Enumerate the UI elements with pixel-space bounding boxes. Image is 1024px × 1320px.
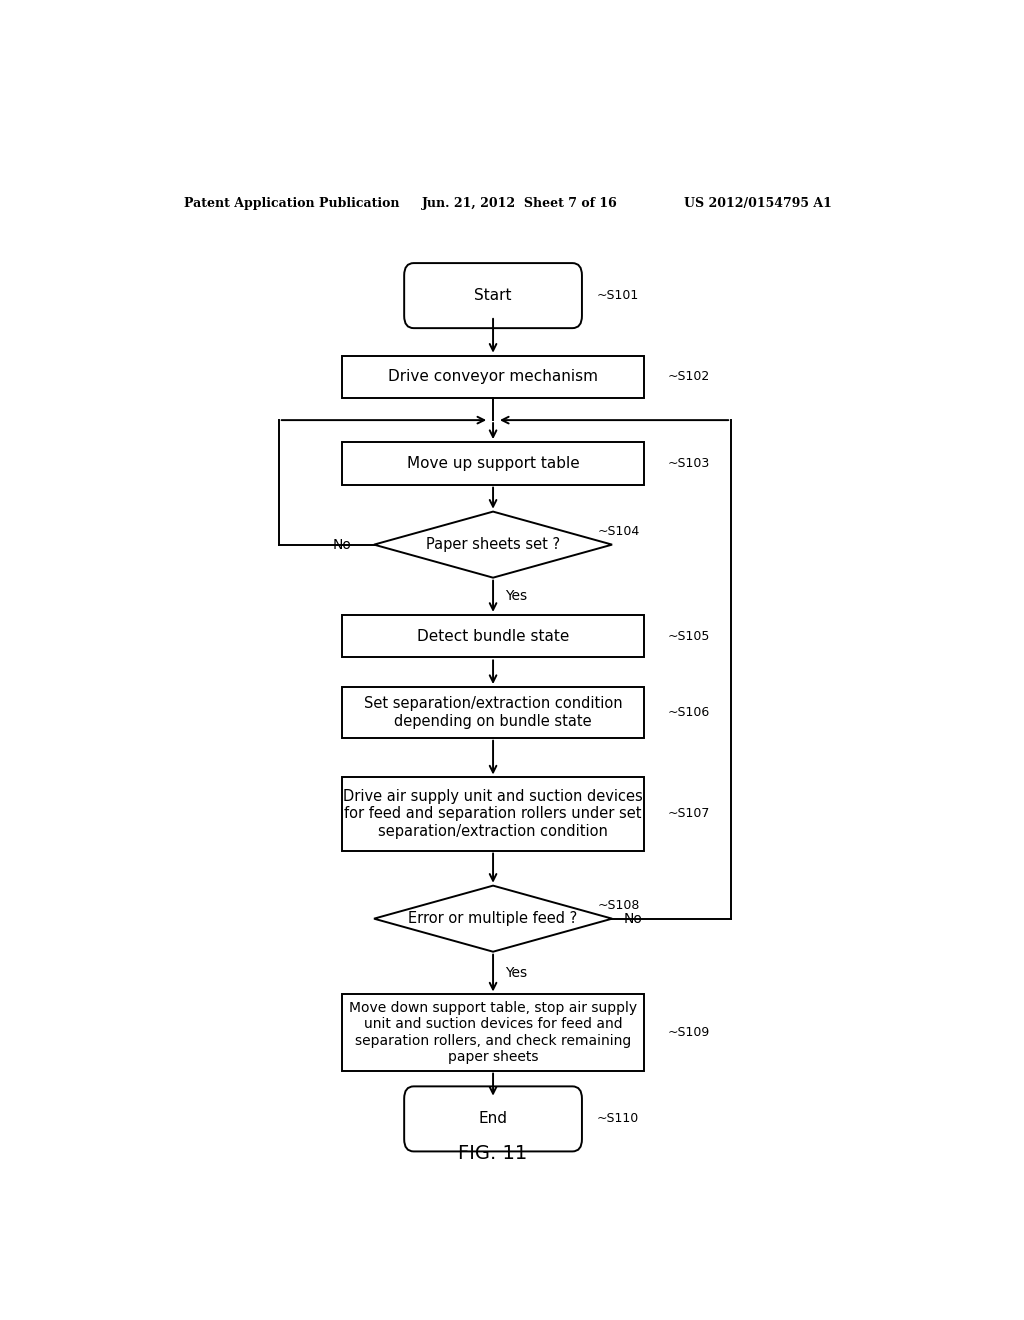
Text: ~S103: ~S103 bbox=[668, 457, 710, 470]
Text: Start: Start bbox=[474, 288, 512, 304]
Text: FIG. 11: FIG. 11 bbox=[459, 1143, 527, 1163]
Text: ~S108: ~S108 bbox=[598, 899, 640, 912]
Text: ~S102: ~S102 bbox=[668, 371, 710, 383]
Text: US 2012/0154795 A1: US 2012/0154795 A1 bbox=[684, 197, 831, 210]
Text: Patent Application Publication: Patent Application Publication bbox=[183, 197, 399, 210]
Text: Yes: Yes bbox=[505, 589, 527, 603]
FancyBboxPatch shape bbox=[404, 263, 582, 329]
Bar bbox=[342, 994, 644, 1071]
Text: Paper sheets set ?: Paper sheets set ? bbox=[426, 537, 560, 552]
Text: End: End bbox=[478, 1111, 508, 1126]
Polygon shape bbox=[374, 512, 612, 578]
Bar bbox=[342, 777, 644, 850]
Text: No: No bbox=[624, 912, 643, 925]
Text: ~S109: ~S109 bbox=[668, 1026, 710, 1039]
Text: ~S107: ~S107 bbox=[668, 808, 710, 821]
Text: Error or multiple feed ?: Error or multiple feed ? bbox=[409, 911, 578, 927]
Text: ~S101: ~S101 bbox=[596, 289, 639, 302]
Polygon shape bbox=[374, 886, 612, 952]
Text: ~S105: ~S105 bbox=[668, 630, 710, 643]
Text: Drive air supply unit and suction devices
for feed and separation rollers under : Drive air supply unit and suction device… bbox=[343, 789, 643, 840]
Bar bbox=[342, 355, 644, 399]
Text: Move down support table, stop air supply
unit and suction devices for feed and
s: Move down support table, stop air supply… bbox=[349, 1001, 637, 1064]
Text: Detect bundle state: Detect bundle state bbox=[417, 628, 569, 644]
Text: Drive conveyor mechanism: Drive conveyor mechanism bbox=[388, 370, 598, 384]
Text: Yes: Yes bbox=[505, 966, 527, 979]
Text: Move up support table: Move up support table bbox=[407, 455, 580, 471]
Text: Jun. 21, 2012  Sheet 7 of 16: Jun. 21, 2012 Sheet 7 of 16 bbox=[422, 197, 617, 210]
Bar bbox=[342, 686, 644, 738]
Text: ~S106: ~S106 bbox=[668, 706, 710, 719]
Text: ~S104: ~S104 bbox=[598, 525, 640, 539]
Text: ~S110: ~S110 bbox=[596, 1113, 639, 1126]
Bar bbox=[342, 442, 644, 484]
Text: Set separation/extraction condition
depending on bundle state: Set separation/extraction condition depe… bbox=[364, 696, 623, 729]
FancyBboxPatch shape bbox=[404, 1086, 582, 1151]
Text: No: No bbox=[333, 537, 351, 552]
Bar bbox=[342, 615, 644, 657]
